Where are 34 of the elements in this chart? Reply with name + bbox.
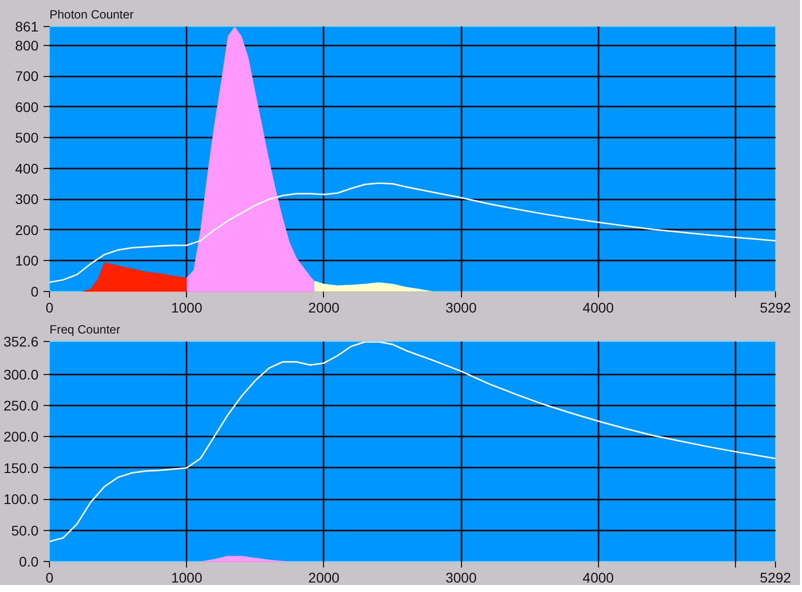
- y-tick-label: 300.0: [3, 366, 39, 382]
- y-tick-label: 200.0: [3, 428, 39, 445]
- y-tick-label: 800: [15, 37, 39, 54]
- y-tick-label: 400: [15, 160, 39, 176]
- y-tick-label: 500: [15, 130, 39, 146]
- y-tick-label: 0: [30, 284, 39, 300]
- y-tick-label: 300: [15, 191, 39, 208]
- line-series: [50, 182, 776, 284]
- y-tick-label: 100: [15, 252, 39, 269]
- x-tick-label: 4000: [582, 570, 614, 586]
- x-tick-label: 5292: [760, 570, 792, 586]
- chart-title: Photon Counter: [50, 8, 134, 22]
- y-tick-label: 250.0: [3, 398, 39, 414]
- x-tick-label: 1000: [171, 300, 202, 316]
- y-tick-label: 861: [15, 18, 39, 34]
- x-tick-label: 2000: [308, 570, 340, 586]
- x-tick-label: 3000: [445, 570, 477, 586]
- y-tick-label: 600: [15, 98, 39, 115]
- x-tick-label: 3000: [445, 300, 477, 316]
- y-tick-label: 100.0: [3, 491, 39, 508]
- x-tick-label: 0: [46, 300, 54, 316]
- line-series: [50, 342, 776, 542]
- y-tick-label: 200: [15, 222, 39, 238]
- y-tick-label: 150.0: [3, 460, 39, 476]
- y-tick-label: 50.0: [11, 522, 39, 538]
- y-tick-label: 0.0: [19, 554, 39, 570]
- y-tick-label: 700: [15, 68, 39, 84]
- x-tick-label: 1000: [171, 570, 202, 586]
- x-tick-label: 2000: [308, 300, 340, 316]
- y-tick-label: 352.6: [3, 334, 39, 350]
- chart-title: Freq Counter: [50, 322, 120, 336]
- x-tick-label: 0: [46, 570, 54, 586]
- x-tick-label: 5292: [760, 300, 792, 316]
- x-tick-label: 4000: [582, 300, 614, 316]
